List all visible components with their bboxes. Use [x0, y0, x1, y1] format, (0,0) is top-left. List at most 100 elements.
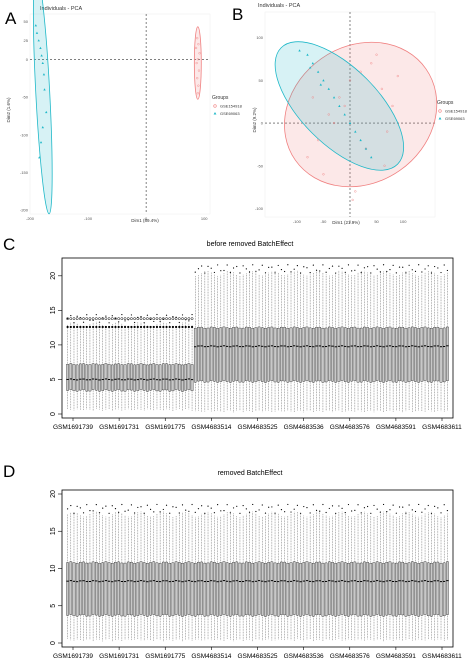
panel-c-outlier-cluster-30	[162, 325, 165, 329]
panel-c-box-43	[203, 328, 207, 383]
panel-a-point-GSE154918-3	[198, 52, 201, 55]
panel-a-point-GSE154918-4	[196, 58, 199, 61]
panel-d-outlier-27	[153, 511, 155, 513]
panel-d-outlier-45	[210, 507, 212, 509]
panel-d-box-21	[133, 563, 136, 617]
panel-c-box-75	[305, 326, 309, 381]
panel-d-outlier-78	[315, 509, 318, 511]
panel-c-outlier-cluster-22	[136, 325, 139, 329]
panel-d-box-15	[114, 562, 117, 616]
panel-d-box-112	[423, 561, 427, 615]
panel-d-box-101	[388, 561, 392, 615]
panel-c-box-22	[136, 364, 140, 391]
panel-d-ytick-0: 0	[50, 641, 57, 645]
panel-d-outlier-70	[290, 511, 292, 513]
panel-d-outlier-66	[277, 504, 279, 506]
panel-d-outlier-0	[66, 508, 69, 510]
panel-c-box-102	[391, 327, 395, 383]
panel-d-box-93	[363, 561, 366, 615]
panel-c-outlier-15	[114, 317, 117, 320]
panel-c-box-117	[439, 328, 443, 383]
panel-c-outlier-ring-20	[130, 317, 133, 321]
panel-d-box-63	[267, 562, 270, 616]
panel-c-outlier-cluster-36	[181, 325, 184, 329]
panel-c-outlier-38	[188, 320, 190, 322]
panel-d-outlier-24	[143, 512, 145, 514]
panel-c-box-109	[414, 327, 417, 382]
panel-d-outlier-98	[379, 511, 381, 513]
panel-c-box-8	[91, 363, 95, 390]
panel-a-xtick-2: 0	[145, 216, 148, 221]
panel-c-outlier-ring-23	[139, 317, 143, 321]
panel-c-outlier-104	[398, 266, 401, 268]
panel-c-outlier-cluster-15	[114, 325, 117, 329]
panel-d-box-36	[181, 563, 184, 617]
panel-d-box-33	[171, 562, 175, 616]
panel-d-box-59	[254, 562, 258, 616]
panel-d-outlier-93	[363, 507, 366, 509]
panel-c-box-17	[120, 364, 124, 392]
panel-d-outlier-102	[392, 504, 394, 506]
panel-d-outlier-39	[191, 503, 193, 506]
panel-c-outlier-ring-34	[174, 317, 178, 321]
panel-c-outlier-cluster-18	[123, 325, 127, 329]
panel-c-xtick-3: GSM4683514	[191, 424, 231, 431]
panel-c-outlier-92	[360, 272, 362, 274]
panel-d-outlier-64	[271, 506, 273, 508]
panel-d-box-92	[359, 562, 363, 617]
panel-c-outlier-ring-29	[158, 317, 162, 321]
panel-b-point-GSE69063-1	[306, 53, 309, 56]
panel-c-outlier-47	[217, 264, 219, 266]
panel-c-box-112	[423, 326, 427, 381]
panel-c-box-38	[187, 363, 191, 390]
panel-c-outlier-ring-7	[88, 317, 92, 321]
panel-c-outlier-23	[140, 316, 142, 318]
panel-c-outlier-8	[92, 319, 94, 322]
panel-d-box-17	[120, 562, 124, 617]
panel-d-outlier-75	[306, 507, 308, 509]
panel-d-box-87	[343, 562, 347, 616]
panel-b-point-GSE69063-6	[332, 96, 336, 99]
panel-b-ytick-3: 50	[259, 78, 264, 83]
panel-d-outlier-37	[185, 509, 187, 511]
panel-c-box-27	[152, 363, 156, 390]
panel-d-outlier-71	[293, 508, 295, 510]
panel-a-legend-marker-2	[213, 112, 217, 115]
panel-a-legend-label-1: GSE154918	[220, 104, 243, 109]
panel-d-outlier-109	[414, 510, 417, 513]
panel-d-outlier-20	[130, 504, 133, 506]
panel-d-outlier-99	[382, 503, 385, 506]
panel-d-box-52	[232, 562, 235, 616]
panel-c-box-113	[426, 327, 430, 383]
panel-d-box-90	[353, 561, 357, 615]
panel-c-outlier-cluster-28	[155, 325, 159, 329]
panel-d-outlier-4	[79, 507, 81, 509]
panel-c-outlier-29	[159, 320, 161, 323]
panel-d-outlier-114	[430, 512, 433, 514]
panel-c-box-12	[104, 363, 108, 390]
panel-d-box-61	[260, 562, 264, 616]
panel-d-box-41	[197, 561, 200, 616]
panel-c-box-13	[107, 364, 111, 391]
panel-d-box-75	[305, 561, 309, 615]
panel-c-outlier-45	[210, 267, 212, 269]
panel-c-box-15	[114, 363, 117, 391]
panel-d-box-83	[331, 562, 334, 616]
panel-d-outlier-96	[373, 504, 375, 507]
panel-b-xlabel: Dim1 (21.9%)	[332, 220, 360, 225]
panel-c-xtick-8: GSM4683611	[422, 424, 462, 431]
panel-a-point-GSE154918-6	[197, 69, 201, 72]
panel-d-box-115	[433, 561, 436, 615]
panel-d-outlier-105	[402, 506, 404, 508]
panel-d-outlier-79	[319, 510, 321, 512]
panel-c-box-60	[257, 326, 261, 381]
panel-d-outlier-10	[98, 512, 101, 514]
panel-c-outlier-ring-18	[123, 317, 127, 321]
panel-d-box-64	[270, 561, 274, 615]
panel-a-ellipse-GSE69063	[32, 0, 53, 215]
panel-c-outlier-ring-3	[75, 317, 79, 321]
panel-c-outlier-103	[395, 272, 397, 274]
panel-c-outlier-96	[373, 265, 375, 267]
panel-c-box-94	[366, 327, 369, 382]
panel-d-title: removed BatchEffect	[218, 470, 283, 477]
